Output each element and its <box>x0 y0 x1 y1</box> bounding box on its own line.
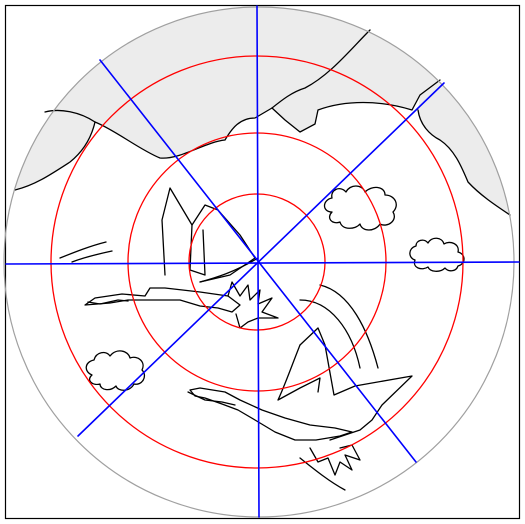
line-art <box>14 29 511 491</box>
cloud-right <box>409 237 465 272</box>
bird-crane-lower <box>187 327 413 491</box>
sky-regions <box>4 7 514 215</box>
cloud-left <box>85 350 146 391</box>
bird-crane-lower-feet <box>299 457 346 491</box>
cloud-upper-right <box>323 185 397 231</box>
axis-line-horizontal <box>5 261 520 265</box>
bird-crane-lower-wing-front <box>277 344 321 401</box>
sky-region-right <box>418 80 514 215</box>
axis-lines <box>5 5 520 518</box>
bird-crane-upper <box>84 187 279 329</box>
mountain-outline-right <box>417 109 511 216</box>
bird-crane-upper-body <box>84 287 241 313</box>
bird-crane-upper-neck <box>87 299 129 305</box>
bird-crane-upper-wing-front <box>189 224 206 276</box>
axis-line-diagonal-ascending <box>77 82 445 437</box>
bird-crane-lower-tail <box>309 444 361 476</box>
wind-stroke-1 <box>59 241 107 259</box>
sky-region-left-lower <box>4 110 95 190</box>
bird-crane-upper-legs <box>199 257 259 283</box>
axis-line-diagonal-descending <box>99 59 417 463</box>
bird-crane-upper-tail <box>227 281 279 329</box>
wind-stroke-2 <box>71 250 113 263</box>
bird-crane-lower-neck <box>187 391 236 406</box>
bird-crane-lower-wing-back <box>299 327 413 441</box>
bird-crane-lower-body <box>189 387 353 441</box>
mountain-outline-left-lower <box>14 121 96 191</box>
motion-arc-1 <box>299 299 361 369</box>
bird-crane-upper-wing-back <box>161 187 256 283</box>
motion-arc-2 <box>319 284 379 369</box>
mountain-outline-middle <box>271 79 441 133</box>
